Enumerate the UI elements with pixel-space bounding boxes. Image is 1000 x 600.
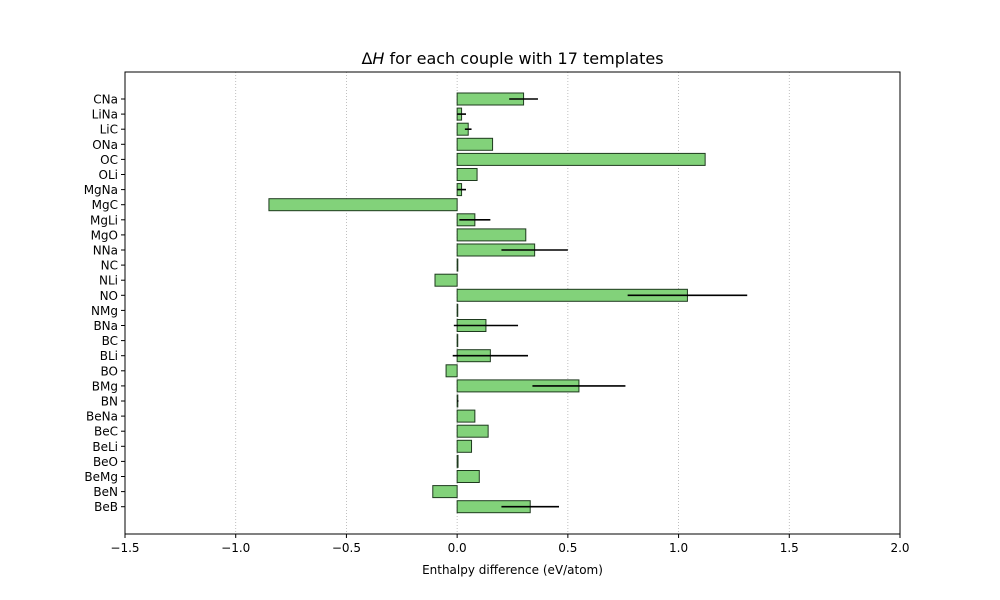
bar-OC bbox=[456, 152, 706, 166]
bar-NMg bbox=[456, 303, 459, 317]
bar-BeNa bbox=[456, 409, 476, 423]
y-tick-label: NC bbox=[101, 259, 118, 273]
y-tick-label: BeN bbox=[93, 485, 118, 499]
bar-NC bbox=[456, 258, 459, 272]
x-tick-label: 1.0 bbox=[669, 541, 688, 555]
y-tick-label: NO bbox=[100, 289, 118, 303]
bars bbox=[268, 92, 706, 514]
title-h: H bbox=[372, 49, 384, 68]
title-delta: Δ bbox=[361, 49, 372, 68]
bar-BeC bbox=[456, 424, 489, 438]
y-tick-label: BeC bbox=[94, 425, 118, 439]
bar-BeO bbox=[456, 454, 459, 468]
y-tick-label: MgC bbox=[92, 198, 118, 212]
y-tick-label: MgNa bbox=[84, 183, 118, 197]
y-tick-label: BN bbox=[101, 395, 118, 409]
bar-MgC bbox=[268, 198, 458, 212]
error-bars bbox=[452, 98, 748, 508]
y-tick-label: MgLi bbox=[90, 213, 118, 227]
y-tick-label: MgO bbox=[91, 228, 118, 242]
x-tick-label: 1.5 bbox=[780, 541, 799, 555]
y-tick-label: BLi bbox=[100, 349, 118, 363]
y-tick-label: BeMg bbox=[84, 470, 118, 484]
y-tick-label: BMg bbox=[92, 379, 118, 393]
bar-OLi bbox=[456, 168, 478, 181]
y-tick-label: BeO bbox=[93, 455, 118, 469]
y-tick-label: BC bbox=[102, 334, 118, 348]
x-axis-label: Enthalpy difference (eV/atom) bbox=[422, 563, 603, 577]
bar-BeN bbox=[432, 485, 458, 499]
chart-title: ΔH for each couple with 17 templates bbox=[361, 49, 663, 68]
y-tick-label: BNa bbox=[93, 319, 118, 333]
x-tick-label: −0.5 bbox=[332, 541, 361, 555]
bar-BeLi bbox=[456, 439, 473, 453]
y-tick-label: NNa bbox=[93, 244, 118, 258]
grid-lines bbox=[124, 72, 901, 534]
x-tick-label: 0.0 bbox=[448, 541, 467, 555]
y-tick-label: ONa bbox=[92, 138, 118, 152]
bar-BO bbox=[445, 364, 458, 378]
y-tick-label: NLi bbox=[99, 274, 118, 288]
y-tick-label: LiC bbox=[100, 123, 118, 137]
bar-BC bbox=[456, 334, 459, 348]
title-rest: for each couple with 17 templates bbox=[384, 49, 663, 68]
bar-NLi bbox=[434, 273, 458, 287]
bar-ONa bbox=[456, 137, 494, 151]
y-tick-label: OC bbox=[100, 153, 118, 167]
y-tick-label: BO bbox=[101, 364, 118, 378]
x-tick-label: 0.5 bbox=[558, 541, 577, 555]
bar-MgO bbox=[456, 228, 527, 242]
y-tick-label: NMg bbox=[91, 304, 118, 318]
x-tick-label: −1.5 bbox=[110, 541, 139, 555]
y-tick-label: BeB bbox=[94, 500, 118, 514]
y-tick-label: LiNa bbox=[92, 108, 118, 122]
y-tick-label: BeNa bbox=[86, 410, 118, 424]
x-tick-label: −1.0 bbox=[221, 541, 250, 555]
y-tick-label: CNa bbox=[93, 93, 118, 107]
bar-BeMg bbox=[456, 470, 480, 483]
x-tick-label: 2.0 bbox=[890, 541, 909, 555]
x-axis-ticks: −1.5 −1.0 −0.5 0.0 0.5 1.0 1.5 2.0 bbox=[110, 534, 910, 555]
y-tick-label: BeLi bbox=[92, 440, 118, 454]
y-tick-label: OLi bbox=[99, 168, 118, 182]
plot-frame bbox=[124, 71, 901, 535]
